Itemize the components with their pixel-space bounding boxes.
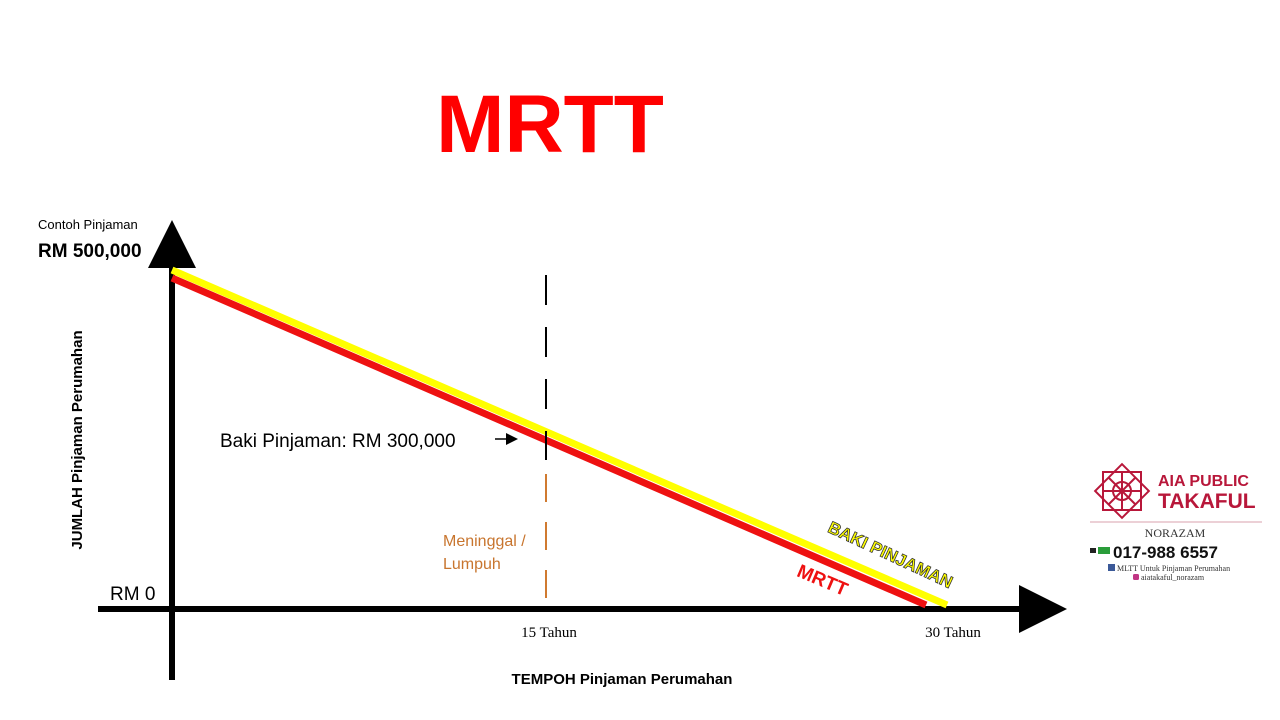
balance-annotation: Baki Pinjaman: RM 300,000 — [220, 431, 456, 452]
event-annotation: Lumpuh — [443, 556, 501, 573]
x-mid-tick: 15 Tahun — [521, 625, 577, 641]
y-caption: Contoh Pinjaman — [38, 217, 138, 232]
event-annotation: Meninggal / — [443, 533, 526, 550]
x-axis-label: TEMPOH Pinjaman Perumahan — [512, 671, 733, 688]
logo: AIA PUBLIC TAKAFUL NORAZAM 017-988 6557 … — [1090, 462, 1262, 582]
y-axis-label: JUMLAH Pinjaman Perumahan — [69, 330, 86, 549]
instagram-icon — [1133, 574, 1139, 580]
brand-line1: AIA PUBLIC — [1158, 473, 1249, 490]
y-bottom-value: RM 0 — [110, 584, 155, 605]
balance-line — [170, 266, 949, 609]
logo-lines — [1103, 472, 1141, 510]
mrtt-line — [170, 274, 928, 609]
logo-icon — [1093, 462, 1151, 520]
whatsapp-icon — [1098, 547, 1110, 554]
facebook-icon — [1108, 564, 1115, 571]
instagram-handle: aiatakaful_norazam — [1141, 573, 1205, 582]
y-top-value: RM 500,000 — [38, 241, 142, 262]
x-end-tick: 30 Tahun — [925, 625, 981, 641]
title: MRTT — [436, 79, 664, 170]
phone-icon — [1090, 548, 1096, 553]
facebook-handle: MLTT Untuk Pinjaman Perumahan — [1117, 564, 1230, 573]
brand-line2: TAKAFUL — [1158, 490, 1256, 513]
logo-square — [1093, 462, 1151, 520]
agent-name: NORAZAM — [1145, 526, 1206, 540]
phone: 017-988 6557 — [1113, 543, 1218, 562]
